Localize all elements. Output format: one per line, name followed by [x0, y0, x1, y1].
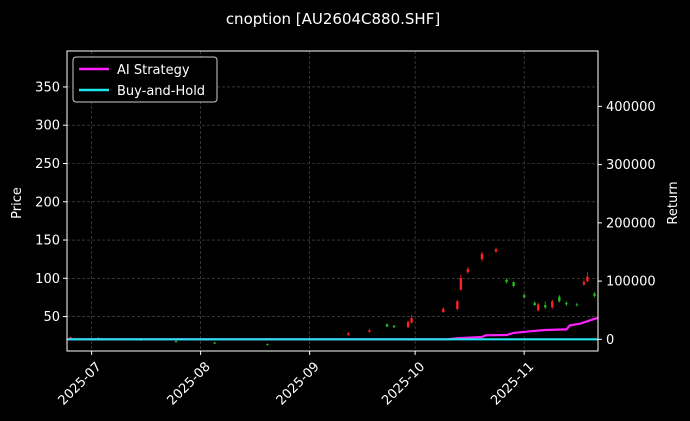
y-axis-right: 0 100000 200000 300000 400000 [598, 100, 656, 348]
plot-frame [66, 50, 599, 352]
y-axis-label-right: Return [666, 181, 681, 224]
candle-body [558, 296, 561, 302]
candle-body [392, 325, 396, 328]
candle [480, 251, 484, 262]
candle [544, 301, 547, 309]
candles [69, 247, 596, 346]
candle-body [593, 293, 596, 296]
legend-label-buy-and-hold: Buy-and-Hold [117, 84, 205, 99]
candle [505, 278, 508, 284]
candle [512, 281, 515, 288]
series-lines [67, 316, 599, 341]
candle [551, 299, 554, 309]
candle-body [213, 342, 216, 344]
candle [266, 343, 269, 346]
candle-body [494, 249, 498, 252]
y-tick-label-left: 250 [35, 157, 60, 172]
candle-body [459, 278, 463, 290]
candle-body [456, 301, 459, 309]
candle [392, 324, 396, 329]
candle-body [480, 253, 484, 260]
candle [385, 323, 389, 328]
candle-body [174, 341, 178, 343]
candle-body [347, 333, 350, 335]
y-axis-label-left: Price [10, 187, 25, 219]
candle [442, 307, 445, 313]
y-axis-left: 50 100 150 200 250 300 350 [35, 80, 67, 325]
y-tick-label-right: 400000 [606, 100, 656, 115]
candle-body [575, 304, 579, 306]
candle [456, 299, 459, 311]
candle-body [551, 301, 554, 308]
candle [537, 302, 540, 312]
candle [410, 315, 413, 324]
candle [533, 301, 536, 306]
candle-body [586, 276, 589, 282]
y-tick-label-left: 300 [35, 119, 60, 134]
candle [494, 247, 498, 254]
candle [347, 331, 350, 336]
y-tick-label-left: 200 [35, 195, 60, 210]
candle [565, 301, 568, 306]
candle-body [69, 337, 72, 339]
candle [368, 328, 371, 333]
y-tick-label-right: 200000 [606, 216, 656, 231]
y-tick-label-left: 50 [43, 310, 60, 325]
candle-body [385, 324, 389, 327]
candle-body [582, 282, 586, 285]
candle [582, 279, 586, 286]
candle-body [565, 302, 568, 305]
candle-body [266, 344, 269, 346]
y-tick-label-right: 300000 [606, 158, 656, 173]
candle-body [544, 305, 547, 308]
candle-body [442, 308, 445, 312]
candle-body [505, 279, 508, 283]
legend-label-ai-strategy: AI Strategy [117, 63, 190, 78]
candle-body [512, 282, 515, 286]
candle [586, 272, 589, 283]
legend: AI Strategy Buy-and-Hold [72, 56, 218, 103]
y-tick-label-left: 350 [35, 80, 60, 95]
candle-body [368, 330, 371, 332]
candle [558, 295, 561, 303]
candle [213, 341, 216, 345]
candle [593, 292, 596, 298]
candle-body [522, 295, 526, 298]
candle-body [406, 321, 410, 328]
y-tick-label-left: 100 [35, 272, 60, 287]
candle-body [410, 318, 413, 323]
y-tick-label-right: 100000 [606, 275, 656, 290]
candle [174, 340, 178, 343]
candle-body [533, 302, 536, 306]
grid [67, 51, 598, 351]
series-line-ai-strategy [67, 316, 599, 341]
candle-body [537, 304, 540, 311]
candle-body [466, 269, 470, 273]
candle [459, 274, 463, 291]
candle [575, 302, 579, 307]
chart-title: cnoption [AU2604C880.SHF] [226, 10, 440, 28]
candle [522, 293, 526, 299]
y-tick-label-right: 0 [606, 333, 614, 348]
candle [406, 320, 410, 329]
candle [466, 266, 470, 274]
y-tick-label-left: 150 [35, 234, 60, 249]
